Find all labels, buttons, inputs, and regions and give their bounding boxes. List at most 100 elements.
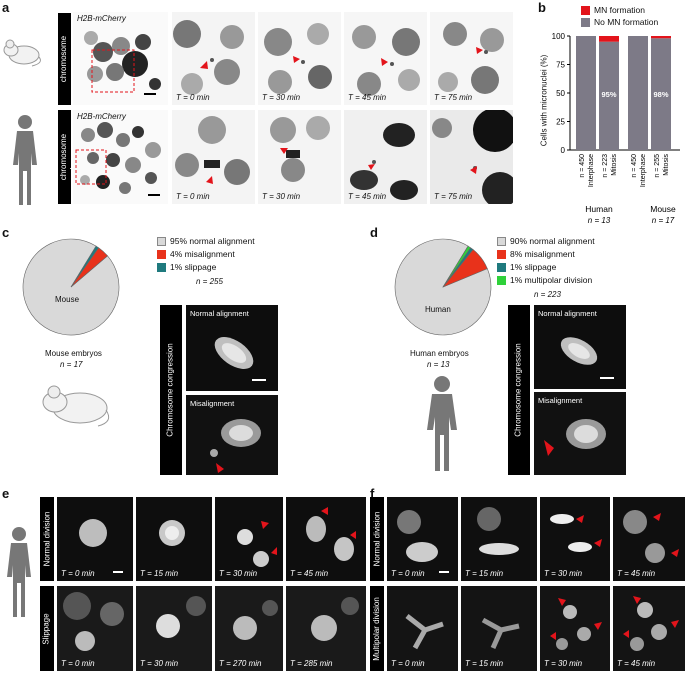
time-label: T = 75 min: [434, 192, 473, 201]
time-label: T = 30 min: [219, 569, 258, 578]
group-label: Mouse: [650, 204, 676, 214]
time-label: T = 30 min: [544, 659, 583, 668]
stain-label-mouse: H2B-mCherry: [77, 14, 126, 23]
bar-mn: [651, 36, 671, 39]
misalignment-image: Misalignment: [534, 392, 626, 475]
panel-label-f: f: [370, 486, 375, 501]
e-slippage-frame-285: T = 285 min: [286, 586, 366, 671]
time-label: T = 270 min: [219, 659, 262, 668]
phase-label: Mitosis: [663, 154, 670, 176]
y-tick-label: 75: [556, 61, 565, 70]
y-tick-label: 50: [556, 89, 565, 98]
e-slippage-frame-270: T = 270 min: [215, 586, 283, 671]
pie-chart-human: [394, 238, 492, 336]
caption: Human embryos: [410, 349, 469, 358]
e-normal-frame-15: T = 15 min: [136, 497, 212, 581]
image-title: Normal alignment: [190, 309, 249, 318]
group-n-label: n = 17: [652, 216, 675, 225]
e-slippage-frame-0: T = 0 min: [57, 586, 133, 671]
x-tick-label: n = 450 Interphase: [631, 154, 647, 187]
bar-mn: [599, 36, 619, 42]
panel-label-a: a: [2, 0, 10, 15]
time-label: T = 45 min: [617, 659, 656, 668]
time-label: T = 45 min: [348, 192, 387, 201]
side-label: Chromosome congression: [160, 305, 182, 475]
human-frame-75: T = 75 min: [430, 110, 513, 204]
f-normal-frame-45: T = 45 min: [613, 497, 685, 581]
f-multipolar-frame-45: T = 45 min: [613, 586, 685, 671]
time-label: T = 45 min: [617, 569, 656, 578]
human-icon: [13, 115, 37, 205]
normal-alignment-image: Normal alignment: [186, 305, 278, 391]
row-label-normal-division: Normal division: [40, 497, 54, 581]
mouse-icon: [3, 39, 41, 67]
caption-n: n = 13: [427, 360, 450, 369]
phase-label: Mitosis: [611, 154, 618, 176]
human-frame-30: T = 30 min: [258, 110, 341, 204]
time-label: T = 15 min: [465, 569, 504, 578]
panel-label-e: e: [2, 486, 10, 501]
row-label-slippage: Slippage: [40, 586, 54, 671]
mouse-frame-30: T = 30 min: [258, 12, 341, 105]
pie-chart-mouse: [22, 238, 120, 336]
overview-mouse-image: H2B-mCherry: [73, 12, 168, 105]
time-label: T = 285 min: [290, 659, 333, 668]
y-tick-label: 100: [552, 32, 566, 41]
legend-normal: 90% normal alignment: [497, 236, 595, 246]
e-normal-frame-0: T = 0 min: [57, 497, 133, 581]
f-normal-frame-0: T = 0 min: [387, 497, 458, 581]
bar-label: 98%: [653, 90, 668, 99]
scale-bar: [252, 379, 266, 381]
human-row-label: Lagging chromosome human: [50, 110, 79, 204]
misalignment-image: Misalignment: [186, 395, 278, 475]
panel-label-c: c: [2, 225, 10, 240]
x-tick-label: n = 450 Interphase: [579, 154, 595, 187]
e-normal-frame-30: T = 30 min: [215, 497, 283, 581]
e-normal-frame-45: T = 45 min: [286, 497, 366, 581]
group-n-label: n = 13: [588, 216, 611, 225]
time-label: T = 45 min: [348, 93, 387, 102]
time-label: T = 0 min: [61, 569, 95, 578]
scale-bar: [144, 93, 156, 95]
time-label: T = 0 min: [61, 659, 95, 668]
f-multipolar-frame-0: T = 0 min: [387, 586, 458, 671]
time-label: T = 0 min: [176, 93, 210, 102]
time-label: T = 0 min: [391, 659, 425, 668]
caption: Mouse embryos: [45, 349, 102, 358]
time-label: T = 0 min: [391, 569, 425, 578]
time-label: T = 0 min: [176, 192, 210, 201]
f-multipolar-frame-15: T = 15 min: [461, 586, 537, 671]
human-frame-0: T = 0 min: [172, 110, 255, 204]
legend-mn: MN formation: [581, 5, 645, 15]
f-normal-frame-15: T = 15 min: [461, 497, 537, 581]
legend-no-mn: No MN formation: [581, 17, 658, 27]
mouse-frame-45: T = 45 min: [344, 12, 427, 105]
image-title: Misalignment: [538, 396, 583, 405]
sample-size-label: n = 450: [579, 154, 586, 178]
panel-label-d: d: [370, 225, 378, 240]
legend-slippage: 1% slippage: [497, 262, 556, 272]
time-label: T = 75 min: [434, 93, 473, 102]
bar-no-mn: [651, 38, 671, 150]
bar-no-mn: [576, 36, 596, 150]
mouse-frame-0: T = 0 min: [172, 12, 255, 105]
x-tick-label: n = 223 Mitosis: [602, 154, 618, 178]
scale-bar: [113, 571, 123, 573]
f-normal-frame-30: T = 30 min: [540, 497, 610, 581]
overview-human-image: H2B-mCherry: [73, 110, 168, 204]
f-multipolar-frame-30: T = 30 min: [540, 586, 610, 671]
legend-misalignment: 8% misalignment: [497, 249, 575, 259]
legend-multipolar: 1% multipolar division: [497, 275, 592, 285]
human-frame-45: T = 45 min: [344, 110, 427, 204]
y-tick-label: 0: [561, 146, 566, 155]
row-label-normal-division: Normal division: [370, 497, 384, 581]
scale-bar: [148, 194, 160, 196]
panel-label-b: b: [538, 0, 546, 15]
normal-alignment-image: Normal alignment: [534, 305, 626, 389]
pie-slice: [442, 245, 472, 288]
legend-misalignment: 4% misalignment: [157, 249, 235, 259]
sample-size-label: n = 255: [654, 154, 661, 178]
sample-size: n = 255: [196, 277, 223, 286]
bar-label: 95%: [601, 90, 616, 99]
